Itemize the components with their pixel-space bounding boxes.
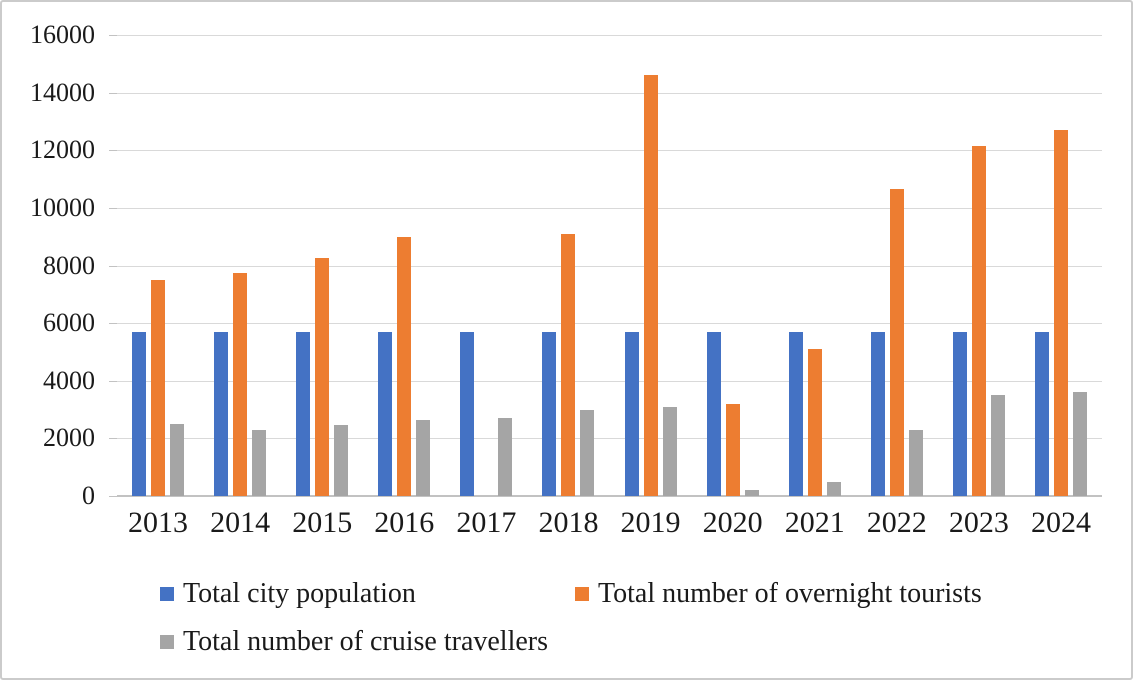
bar-total-number-of-cruise-travellers-2023 — [990, 395, 1005, 496]
bar-total-number-of-overnight-tourists-2020 — [725, 403, 740, 496]
bar-total-number-of-overnight-tourists-2022 — [889, 189, 904, 496]
legend-item-2: Total number of overnight tourists — [575, 578, 982, 609]
bar-total-number-of-cruise-travellers-2016 — [416, 419, 431, 496]
y-tick-2000 — [109, 438, 117, 440]
bar-total-city-population-2017 — [460, 331, 475, 496]
legend-label: Total number of cruise travellers — [183, 626, 549, 657]
bar-total-city-population-2015 — [296, 331, 311, 496]
y-tick-label-4000: 4000 — [43, 365, 95, 395]
y-tick-16000 — [109, 35, 117, 36]
y-tick-label-10000: 10000 — [30, 192, 95, 222]
gridline-4000 — [117, 380, 1102, 382]
x-tick-label-2018: 2018 — [538, 506, 599, 539]
legend-marker-icon — [160, 587, 174, 601]
gridline-16000 — [117, 35, 1102, 36]
bar-total-number-of-cruise-travellers-2018 — [580, 409, 595, 496]
x-tick-label-2017: 2017 — [456, 506, 517, 539]
bar-total-city-population-2022 — [870, 331, 885, 496]
legend-marker-icon — [575, 587, 589, 601]
x-tick-label-2020: 2020 — [702, 506, 763, 539]
bar-total-number-of-overnight-tourists-2021 — [807, 349, 822, 496]
y-tick-12000 — [109, 150, 117, 152]
gridline-10000 — [117, 207, 1102, 209]
bar-total-number-of-cruise-travellers-2024 — [1072, 392, 1087, 496]
bar-total-city-population-2021 — [788, 331, 803, 496]
y-tick-0 — [109, 496, 117, 497]
y-tick-label-6000: 6000 — [43, 308, 95, 338]
y-tick-label-16000: 16000 — [30, 20, 95, 49]
bar-total-number-of-cruise-travellers-2019 — [662, 406, 677, 496]
bar-total-city-population-2013 — [132, 331, 147, 496]
y-tick-14000 — [109, 92, 117, 94]
legend-item-1: Total city population — [160, 578, 416, 609]
legend-marker-icon — [160, 635, 174, 649]
gridline-12000 — [117, 150, 1102, 152]
bar-total-number-of-cruise-travellers-2014 — [252, 429, 267, 496]
x-tick-label-2024: 2024 — [1030, 506, 1091, 539]
bar-total-number-of-overnight-tourists-2016 — [397, 236, 412, 496]
x-tick-label-2016: 2016 — [374, 506, 435, 539]
gridline-2000 — [117, 438, 1102, 440]
x-tick-label-2015: 2015 — [292, 506, 353, 539]
y-tick-6000 — [109, 323, 117, 325]
x-tick-label-2014: 2014 — [210, 506, 271, 539]
bar-total-city-population-2016 — [378, 331, 393, 496]
bar-total-city-population-2020 — [706, 331, 721, 496]
bar-total-city-population-2023 — [952, 331, 967, 496]
bar-total-number-of-overnight-tourists-2014 — [233, 272, 248, 496]
bar-total-number-of-overnight-tourists-2023 — [971, 145, 986, 496]
bar-total-number-of-overnight-tourists-2019 — [643, 75, 658, 496]
x-tick-label-2013: 2013 — [128, 506, 189, 539]
x-tick-label-2023: 2023 — [948, 506, 1009, 539]
legend-item-3: Total number of cruise travellers — [160, 626, 549, 657]
bar-total-number-of-cruise-travellers-2020 — [744, 490, 759, 496]
x-tick-label-2022: 2022 — [866, 506, 927, 539]
bar-total-number-of-overnight-tourists-2024 — [1053, 130, 1068, 496]
legend-label: Total number of overnight tourists — [598, 578, 982, 609]
bar-total-number-of-cruise-travellers-2021 — [826, 481, 841, 496]
y-tick-4000 — [109, 380, 117, 382]
y-tick-8000 — [109, 265, 117, 267]
y-tick-label-14000: 14000 — [30, 77, 95, 107]
bar-total-number-of-cruise-travellers-2015 — [334, 425, 349, 496]
bar-total-number-of-cruise-travellers-2017 — [498, 418, 513, 496]
bar-total-city-population-2018 — [542, 331, 557, 496]
y-tick-label-8000: 8000 — [43, 250, 95, 280]
bar-total-city-population-2014 — [214, 331, 229, 496]
bar-total-number-of-overnight-tourists-2013 — [151, 279, 166, 496]
y-tick-label-2000: 2000 — [43, 423, 95, 453]
x-tick-label-2019: 2019 — [620, 506, 681, 539]
bar-total-number-of-cruise-travellers-2022 — [908, 429, 923, 496]
legend-label: Total city population — [183, 578, 416, 609]
x-tick-label-2021: 2021 — [784, 506, 845, 539]
gridline-6000 — [117, 323, 1102, 325]
bar-total-number-of-overnight-tourists-2015 — [315, 258, 330, 496]
gridline-8000 — [117, 265, 1102, 267]
x-axis-line — [117, 495, 1102, 497]
gridline-14000 — [117, 92, 1102, 94]
bar-total-city-population-2019 — [624, 331, 639, 496]
y-tick-label-0: 0 — [82, 481, 95, 510]
plot-area — [117, 35, 1102, 497]
bar-total-city-population-2024 — [1034, 331, 1049, 496]
bar-total-number-of-overnight-tourists-2018 — [561, 233, 576, 496]
y-tick-10000 — [109, 207, 117, 209]
bar-total-number-of-cruise-travellers-2013 — [170, 423, 185, 496]
y-tick-label-12000: 12000 — [30, 135, 95, 165]
